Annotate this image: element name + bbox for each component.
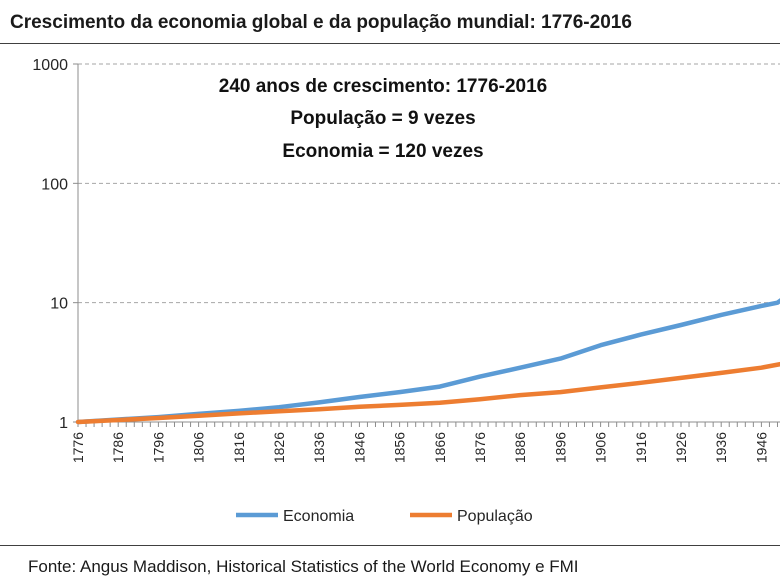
x-tick-label: 1896 xyxy=(552,432,568,463)
annotation-line-3: Economia = 120 vezes xyxy=(282,141,484,162)
source-divider xyxy=(0,545,780,546)
series-line-população xyxy=(75,361,780,425)
legend: Economia População xyxy=(236,508,533,525)
series-lines xyxy=(75,298,780,425)
x-tick-label: 1826 xyxy=(271,432,287,463)
grid-lines xyxy=(78,63,780,304)
x-tick-label: 1906 xyxy=(593,432,609,463)
y-tick-label: 100 xyxy=(41,176,68,193)
chart-title: Crescimento da economia global e da popu… xyxy=(10,12,632,33)
title-divider xyxy=(0,43,780,44)
x-tick-label: 1926 xyxy=(673,432,689,463)
y-tick-label: 1 xyxy=(59,415,68,432)
annotation-line-2: População = 9 vezes xyxy=(290,108,476,129)
x-tick-label: 1936 xyxy=(713,432,729,463)
y-tick-label: 1000 xyxy=(32,57,68,74)
x-tick-label: 1946 xyxy=(753,432,769,463)
x-tick-label: 1816 xyxy=(231,432,247,463)
line-chart: 1 10 100 1000 1776 1786 1796 1806 1816 1826 1836 18… xyxy=(32,57,780,525)
x-tick-label: 1806 xyxy=(191,432,207,463)
x-tick-label: 1836 xyxy=(311,432,327,463)
axes: 1 10 100 1000 1776 1786 1796 1806 1816 1826 1836 18… xyxy=(32,57,780,463)
legend-label: População xyxy=(457,508,533,525)
y-tick-label: 10 xyxy=(50,296,68,313)
x-tick-label: 1876 xyxy=(472,432,488,463)
x-tick-label: 1856 xyxy=(392,432,408,463)
x-tick-label: 1916 xyxy=(633,432,649,463)
source-note: Fonte: Angus Maddison, Historical Statis… xyxy=(28,557,579,576)
x-tick-label: 1786 xyxy=(110,432,126,463)
x-tick-label: 1796 xyxy=(150,432,166,463)
legend-label: Economia xyxy=(283,508,354,525)
x-tick-label: 1886 xyxy=(512,432,528,463)
x-tick-label: 1776 xyxy=(70,432,86,463)
annotation-line-1: 240 anos de crescimento: 1776-2016 xyxy=(218,76,548,97)
series-line-economia xyxy=(75,298,780,425)
x-tick-label: 1846 xyxy=(351,432,367,463)
x-tick-label: 1866 xyxy=(432,432,448,463)
